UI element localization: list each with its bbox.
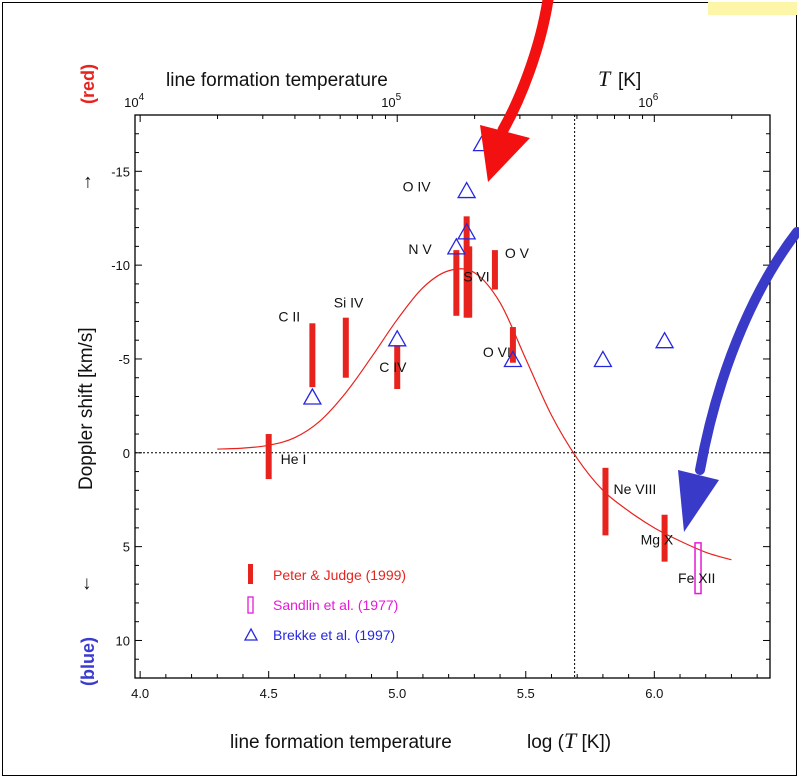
brekke-triangle	[593, 350, 613, 368]
ion-label-c-ii: C II	[278, 308, 300, 324]
peter-judge-bar	[309, 323, 316, 388]
data-marks	[265, 134, 702, 595]
brekke-triangle	[387, 329, 407, 347]
ion-label-mg-x: Mg X	[641, 532, 674, 548]
ion-label-o-vi: O VI	[483, 344, 511, 360]
ion-label-c-iv: C IV	[379, 359, 407, 375]
brekke-triangle	[302, 387, 323, 405]
y-tick-label: -15	[111, 164, 130, 179]
ion-label-s-vi: S VI	[463, 268, 489, 284]
x-axis-title-bottom-log: log (T [K])	[527, 728, 611, 753]
y-tick-label: 5	[123, 540, 130, 555]
ion-label-n-v: N V	[408, 241, 432, 257]
x-tick-label: 5.0	[388, 686, 406, 701]
highlight-strip	[708, 2, 797, 15]
peter-judge-bar	[509, 327, 516, 363]
blue-arrow-head	[678, 470, 719, 532]
model-curve-line	[217, 268, 732, 561]
legend: Peter & Judge (1999) Sandlin et al. (1977…	[243, 564, 406, 643]
model-curve	[217, 268, 732, 561]
x-tick-label: 6.0	[645, 686, 663, 701]
peter-judge-bar	[265, 434, 272, 480]
peter-judge-bar	[342, 317, 349, 378]
top-tick-label: 105	[381, 92, 401, 110]
legend-swatch-bar	[248, 564, 253, 584]
ion-label-si-iv: Si IV	[334, 295, 364, 311]
top-tick-label: 104	[124, 92, 144, 110]
ion-label-he-i: He I	[281, 451, 307, 467]
x-tick-label: 5.5	[517, 686, 535, 701]
sandlin-bar	[694, 542, 702, 595]
plot-area	[134, 114, 771, 679]
blue-arrow-shaft	[695, 227, 799, 475]
ion-label-o-v: O V	[505, 245, 530, 261]
red-arrow-head	[480, 125, 530, 182]
peter-judge-bar	[602, 467, 609, 536]
legend-swatch-triangle	[243, 627, 259, 641]
y-tick-label: 10	[116, 633, 130, 648]
annotation-arrows	[480, 0, 799, 532]
x-axis-title-top: line formation temperature	[166, 70, 388, 91]
x-axis-title-top-T: T	[598, 66, 612, 91]
peter-judge-bar	[466, 246, 473, 318]
ion-label-fe-xii: Fe XII	[678, 570, 715, 586]
y-tick-label: 0	[123, 446, 130, 461]
brekke-triangle	[503, 350, 523, 368]
reference-lines	[135, 115, 770, 678]
x-axis-title-top-unit: [K]	[618, 70, 641, 91]
brekke-triangle	[457, 222, 477, 240]
top-tick-label: 106	[638, 92, 658, 110]
red-arrow-shaft	[497, 0, 554, 136]
ion-label-o-iv: O IV	[403, 178, 432, 194]
y-down-arrow: ↓	[82, 573, 92, 594]
x-tick-label: 4.0	[131, 686, 149, 701]
x-tick-label: 4.5	[260, 686, 278, 701]
y-axis-title: Doppler shift [km/s]	[76, 327, 97, 490]
ion-label-ne-viii: Ne VIII	[613, 481, 656, 497]
peter-judge-bar	[453, 250, 460, 316]
brekke-triangle	[457, 181, 477, 199]
brekke-triangle	[446, 237, 466, 255]
legend-label: Brekke et al. (1997)	[273, 627, 395, 643]
legend-label: Peter & Judge (1999)	[273, 567, 406, 583]
legend-swatch-open-bar	[247, 596, 254, 614]
peter-judge-bar	[394, 345, 401, 389]
ion-labels: He I C II Si IV C IV N V O IV S VI O V O VI Ne VI…	[278, 178, 715, 586]
legend-label: Sandlin et al. (1977)	[273, 597, 398, 613]
axis-ticks: 4.0 4.5 5.0 5.5 6.0 104 105 106 -15 -10 -5 0 5 10	[111, 92, 770, 701]
y-tick-label: -5	[118, 352, 130, 367]
plot-border	[134, 114, 771, 679]
peter-judge-bar	[491, 250, 498, 290]
y-up-arrow: →	[75, 173, 96, 192]
red-shift-label: (red)	[78, 64, 98, 104]
peter-judge-bar	[661, 514, 668, 562]
brekke-triangle	[654, 331, 675, 349]
blue-shift-label: (blue)	[78, 637, 98, 686]
x-axis-title-bottom: line formation temperature	[230, 732, 452, 753]
y-tick-label: -10	[111, 258, 130, 273]
